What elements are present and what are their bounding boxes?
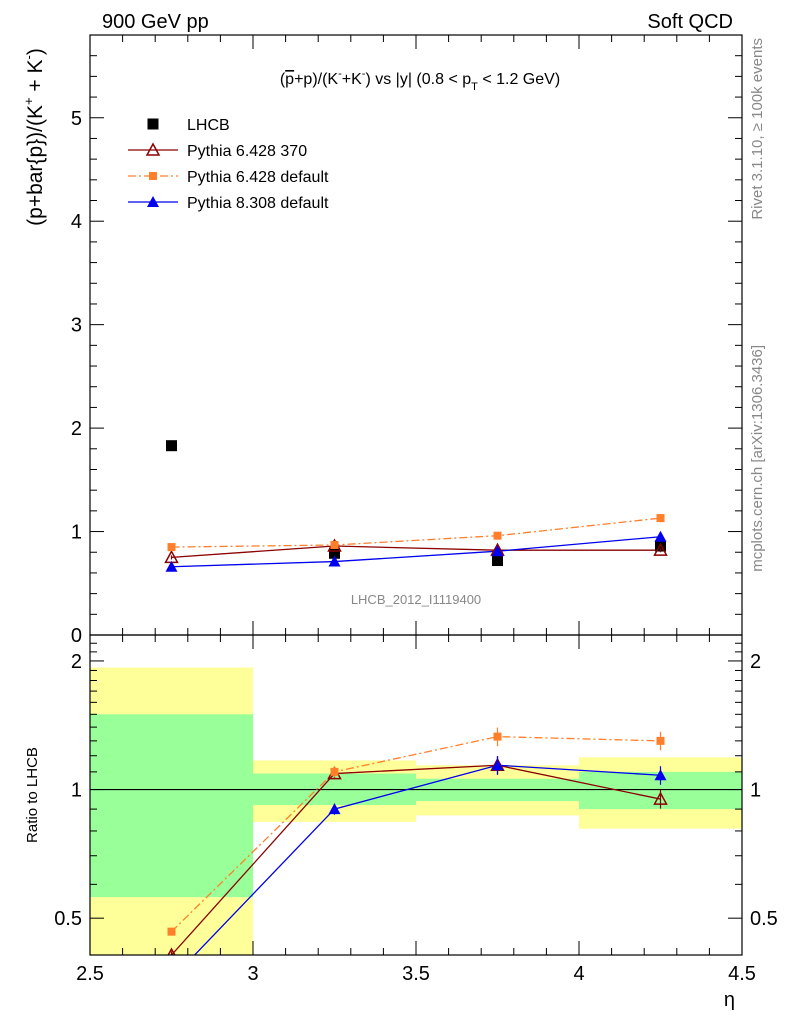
xtick-label: 4.5: [728, 963, 756, 985]
legend-label-series-2: Pythia 6.428 default: [187, 169, 329, 186]
legend-label-series-1: Pythia 6.428 370: [187, 143, 307, 160]
pbar-char: p: [285, 71, 294, 88]
xlabel: η: [724, 989, 735, 1011]
xtick-label: 2.5: [76, 963, 104, 985]
main-point-series-3: [491, 545, 504, 557]
xtick-label: 3.5: [402, 963, 430, 985]
ratio-point-series-2: [654, 769, 667, 781]
plot-title: (p+p)/(K-+K-) vs |y| (0.8 < pT < 1.2 GeV…: [280, 68, 560, 93]
legend: LHCB Pythia 6.428 370 Pythia 6.428 default…: [128, 117, 329, 212]
main-point-series-0: [166, 440, 177, 452]
ratio-ytick-label-left: 0.5: [54, 908, 82, 930]
main-line-series-3: [171, 536, 661, 568]
main-series-markers: [164, 440, 668, 572]
ratio-point-series-2: [328, 803, 341, 815]
main-point-series-3: [654, 530, 667, 542]
main-point-series-3: [328, 555, 341, 567]
legend-marker-series-2: [149, 172, 157, 180]
main-point-series-2: [330, 541, 339, 549]
main-point-series-0: [329, 547, 340, 559]
analysis-watermark: LHCB_2012_I1119400: [351, 592, 481, 607]
ratio-point-series-2: [491, 759, 504, 771]
ratio-ytick-label-right: 1: [750, 780, 761, 802]
main-line-series-1: [171, 545, 661, 559]
ratio-ytick-label-right: 0.5: [750, 908, 778, 930]
ratio-point-series-1: [167, 927, 176, 936]
ratio-axes: 0.5 0.5 1 1 2 2 2.5 3 3.5 4 4.5: [54, 634, 778, 985]
main-point-series-0: [492, 555, 503, 567]
legend-marker-series-3: [147, 196, 159, 207]
rivet-info: Rivet 3.1.10, ≥ 100k events: [749, 38, 766, 220]
main-point-series-2: [493, 531, 502, 540]
xtick-label: 4: [573, 963, 584, 985]
xtick-label: 3: [247, 963, 258, 985]
ratio-point-series-1: [330, 767, 339, 776]
ratio-ytick-label-left: 1: [71, 780, 82, 802]
main-point-series-0: [655, 540, 666, 552]
ratio-ytick-label-right: 2: [750, 651, 761, 673]
main-point-series-3: [165, 560, 178, 572]
main-ytick-label: 0: [71, 625, 82, 647]
ratio-series-markers: [166, 727, 668, 984]
main-point-series-2: [167, 543, 176, 552]
main-series-lines: [171, 517, 661, 568]
ratio-point-series-1: [493, 732, 502, 741]
main-ytick-label: 2: [71, 418, 82, 440]
legend-label-series-0: LHCB: [187, 117, 230, 134]
main-line-series-2: [171, 517, 661, 548]
ratio-series-lines: [171, 735, 661, 955]
main-point-series-1: [653, 542, 668, 556]
ratio-ytick-label-left: 2: [71, 651, 82, 673]
ratio-line-series-1: [171, 735, 661, 933]
legend-marker-series-1: [145, 142, 161, 156]
ratio-point-series-1: [656, 736, 665, 745]
ratio-line-series-0: [171, 764, 661, 955]
ratio-uncertainty-bands: [90, 667, 742, 955]
ratio-point-series-2: [166, 973, 178, 984]
main-ytick-label: 5: [71, 108, 82, 130]
header-right: Soft QCD: [647, 11, 733, 33]
mcplots-info: mcplots.cern.ch [arXiv:1306.3436]: [749, 345, 766, 572]
header-left: 900 GeV pp: [102, 11, 209, 33]
main-ytick-label: 1: [71, 522, 82, 544]
main-point-series-2: [656, 514, 665, 523]
ratio-point-series-0: [653, 791, 668, 805]
main-ytick-label: 4: [71, 211, 82, 233]
legend-label-series-3: Pythia 8.308 default: [187, 195, 329, 212]
main-axes: 0 1 2 3 4 5: [71, 34, 743, 647]
ratio-band-inner: [90, 714, 253, 898]
legend-marker-series-0: [147, 118, 159, 130]
main-ytick-label: 3: [71, 315, 82, 337]
ratio-ylabel: Ratio to LHCB: [24, 747, 41, 843]
main-ylabel: (p+bar{p})/(K+ + K-): [21, 48, 47, 226]
ratio-line-series-2: [193, 764, 661, 955]
